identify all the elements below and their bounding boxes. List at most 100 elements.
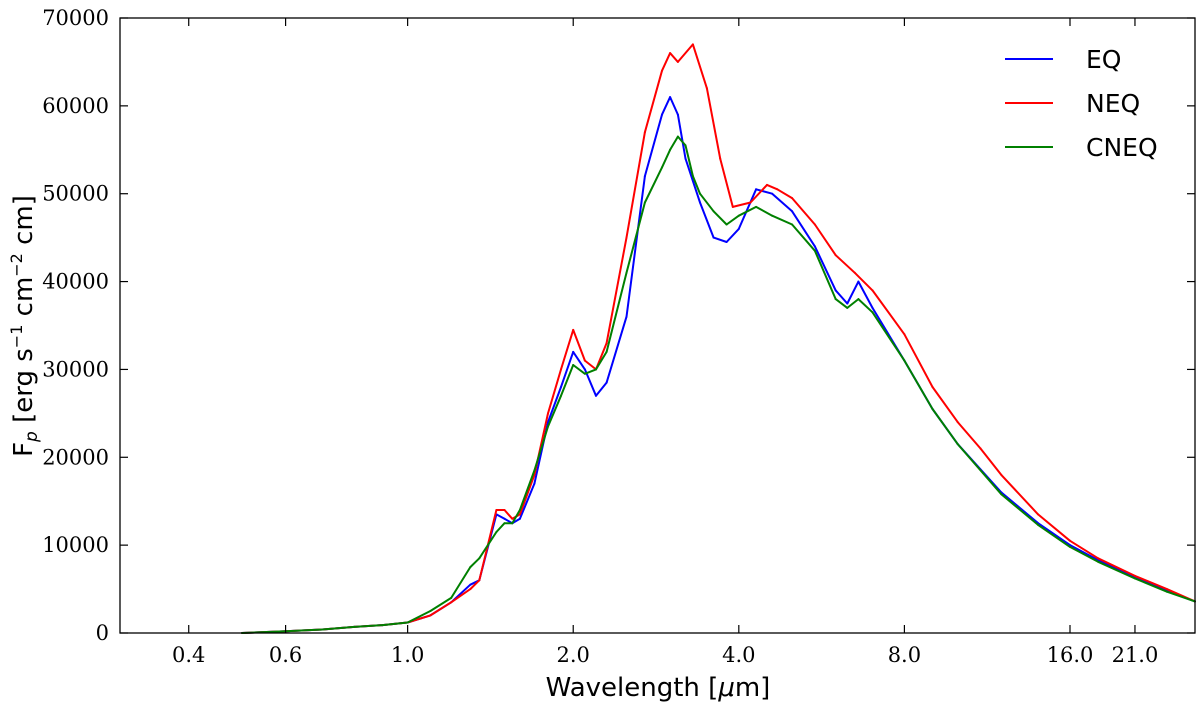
data-point-neq <box>776 188 779 191</box>
data-point-eq <box>846 302 849 305</box>
data-point-eq <box>518 517 521 520</box>
data-point-neq <box>1165 588 1168 591</box>
data-point-neq <box>719 157 722 160</box>
x-tick-label: 1.0 <box>391 643 424 667</box>
data-point-cneq <box>931 408 934 410</box>
data-point-neq <box>1037 513 1040 516</box>
data-point-eq <box>595 394 597 397</box>
data-point-eq <box>572 350 575 353</box>
data-point-neq <box>429 614 432 617</box>
data-point-cneq <box>503 522 506 525</box>
series-layer <box>241 43 1196 634</box>
data-point-neq <box>731 205 734 208</box>
data-point-eq <box>699 201 701 204</box>
x-tick-label: 21.0 <box>1112 643 1159 667</box>
data-point-cneq <box>511 522 514 525</box>
data-point-neq <box>661 69 663 72</box>
data-point-eq <box>661 113 663 116</box>
data-point-eq <box>643 175 646 178</box>
data-point-cneq <box>495 531 498 533</box>
data-point-cneq <box>1000 493 1003 496</box>
data-point-cneq <box>605 350 608 353</box>
data-point-neq <box>1134 574 1136 577</box>
data-point-cneq <box>755 205 758 208</box>
data-point-cneq <box>712 210 715 213</box>
data-point-eq <box>712 236 715 239</box>
data-point-cneq <box>691 175 694 178</box>
data-point-neq <box>791 197 794 200</box>
data-point-cneq <box>560 394 562 397</box>
data-point-eq <box>684 157 687 160</box>
data-point-cneq <box>903 359 906 362</box>
data-point-eq <box>583 368 586 371</box>
data-point-cneq <box>791 223 794 226</box>
data-point-cneq <box>353 625 356 628</box>
data-point-neq <box>511 517 514 520</box>
data-point-neq <box>643 131 646 134</box>
data-point-cneq <box>684 144 687 147</box>
x-tick-label: 0.6 <box>269 643 302 667</box>
data-point-neq <box>605 342 608 345</box>
legend-label-cneq: CNEQ <box>1086 133 1158 162</box>
data-point-eq <box>871 306 874 309</box>
data-point-neq <box>956 421 959 424</box>
data-point-neq <box>625 236 628 239</box>
data-point-eq <box>669 96 672 99</box>
data-point-cneq <box>834 298 837 301</box>
data-point-eq <box>771 192 774 195</box>
data-point-neq <box>518 513 521 516</box>
data-point-neq <box>1000 473 1003 476</box>
data-point-neq <box>871 289 874 292</box>
data-point-neq <box>583 359 586 362</box>
data-point-neq <box>834 254 837 257</box>
data-point-cneq <box>625 271 628 274</box>
data-point-cneq <box>381 624 384 627</box>
data-point-eq <box>725 241 728 243</box>
data-point-eq <box>469 583 472 586</box>
data-point-neq <box>691 43 694 46</box>
data-point-cneq <box>956 443 959 446</box>
series-cneq <box>241 135 1196 634</box>
data-point-neq <box>705 87 708 90</box>
y-axis-title: Fp [erg s−1 cm−2 cm] <box>7 195 42 457</box>
y-tick-label: 10000 <box>42 533 109 557</box>
plot-frame <box>119 17 1196 634</box>
legend: EQ NEQ CNEQ <box>1005 45 1158 162</box>
data-point-eq <box>533 482 536 485</box>
data-point-neq <box>547 412 549 415</box>
data-point-cneq <box>518 509 521 511</box>
x-axis-title: Wavelength [μm] <box>546 673 771 703</box>
data-point-neq <box>1097 557 1100 560</box>
data-point-cneq <box>1069 545 1071 548</box>
y-tick-label: 30000 <box>42 357 109 381</box>
data-point-cneq <box>450 596 453 599</box>
data-point-eq <box>857 280 860 283</box>
data-point-cneq <box>583 372 586 375</box>
data-point-cneq <box>871 311 874 314</box>
data-point-cneq <box>429 610 432 612</box>
data-point-neq <box>572 328 575 331</box>
data-point-cneq <box>857 298 860 301</box>
data-point-cneq <box>1134 577 1136 580</box>
data-point-cneq <box>533 469 536 472</box>
x-tick-label: 4.0 <box>722 643 755 667</box>
data-point-eq <box>676 113 679 116</box>
data-point-cneq <box>478 557 481 560</box>
data-point-eq <box>560 386 562 388</box>
data-point-cneq <box>669 148 672 151</box>
series-neq <box>241 43 1196 634</box>
data-point-neq <box>766 183 768 186</box>
y-tick-label: 60000 <box>42 94 109 118</box>
legend-label-neq: NEQ <box>1086 89 1140 118</box>
y-tick-label: 0 <box>96 621 109 645</box>
data-point-cneq <box>725 223 728 226</box>
data-point-cneq <box>321 628 324 631</box>
data-point-neq <box>495 509 498 511</box>
data-point-cneq <box>469 566 472 569</box>
data-point-cneq <box>1037 523 1040 526</box>
data-point-eq <box>834 289 837 292</box>
data-point-neq <box>676 60 679 63</box>
data-point-neq <box>1069 539 1071 542</box>
